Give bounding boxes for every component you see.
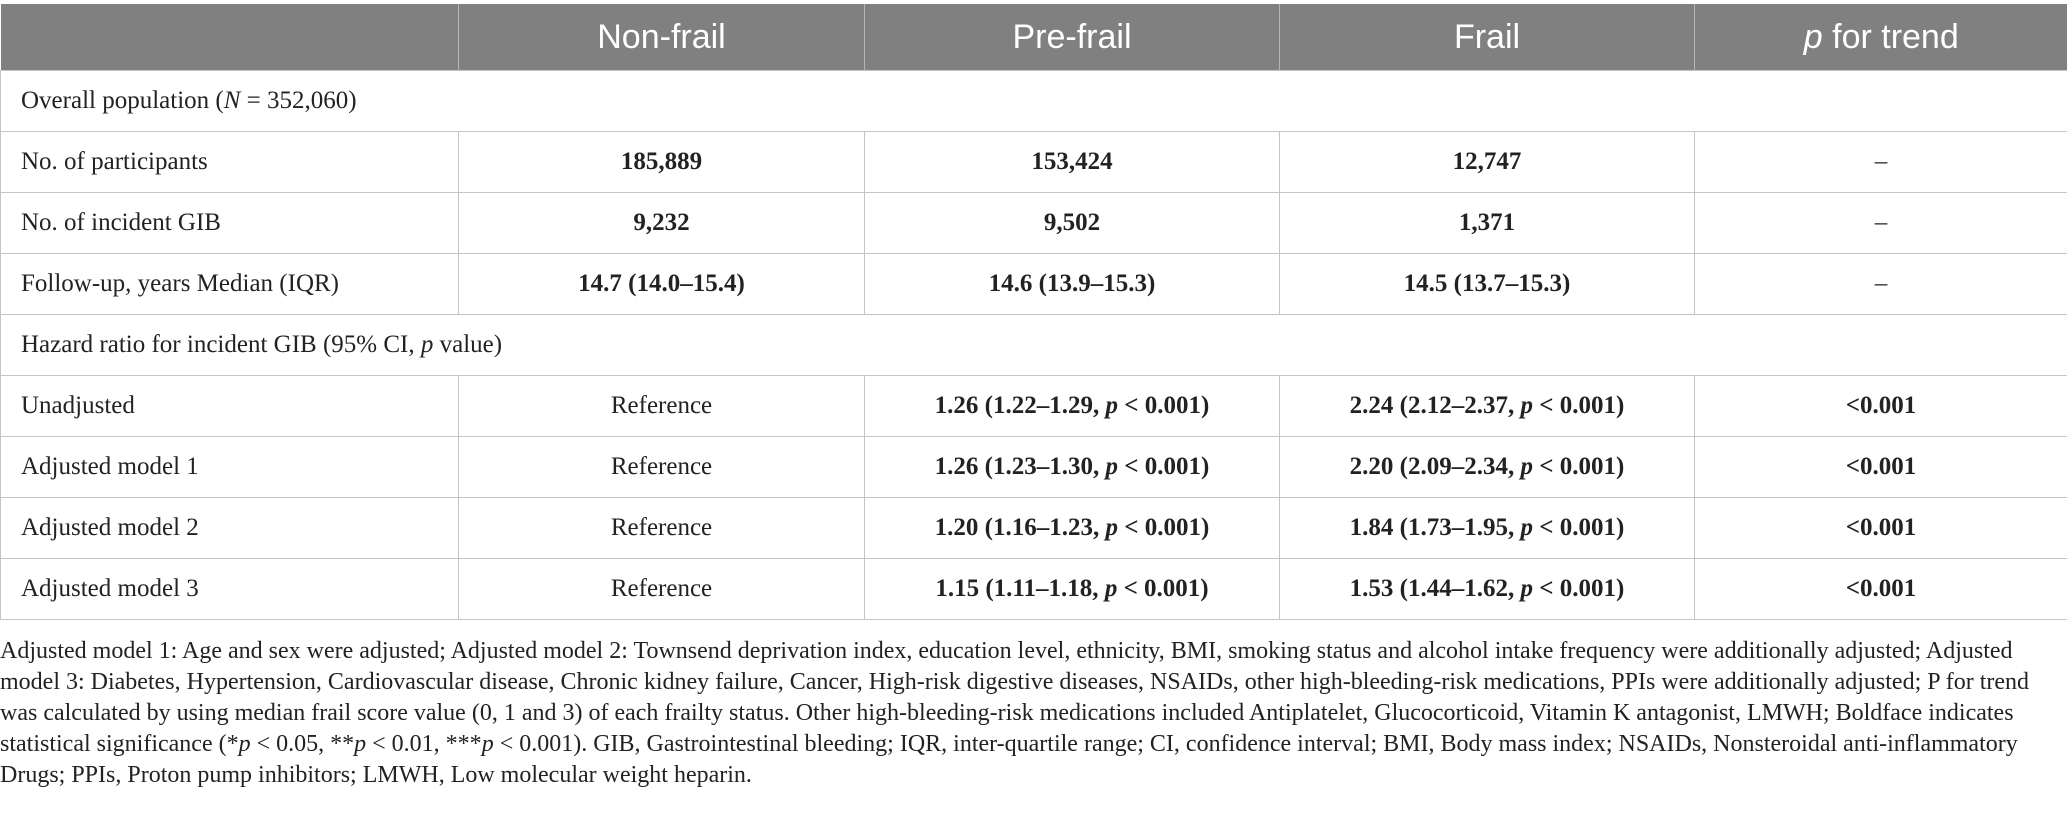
section-label-hazard: Hazard ratio for incident GIB (95% CI, p… — [0, 314, 2067, 376]
row-label: Adjusted model 1 — [0, 436, 459, 498]
cell-non-frail: Reference — [458, 436, 865, 498]
cell-frail-pval: < 0.001) — [1533, 575, 1625, 602]
section-label-overall: Overall population (N = 352,060) — [0, 70, 2067, 132]
cell-frail-p: p — [1520, 514, 1534, 541]
section-row-hazard: Hazard ratio for incident GIB (95% CI, p… — [0, 314, 2067, 376]
footnote-part4: < 0.001). GIB, Gastrointestinal bleeding… — [0, 731, 2018, 788]
cell-pre-frail: 153,424 — [864, 131, 1280, 193]
row-label: Adjusted model 2 — [0, 497, 459, 559]
footnote-part1: Adjusted model 1: Age and sex were adjus… — [0, 638, 2030, 757]
footnote-part3: < 0.01, *** — [366, 731, 482, 757]
results-table: Non-frail Pre-frail Frail p for trend Ov… — [0, 4, 2067, 620]
cell-non-frail: Reference — [458, 375, 865, 437]
header-non-frail: Non-frail — [458, 4, 865, 71]
header-p-italic: p — [1803, 17, 1823, 56]
cell-pre-frail: 1.20 (1.16–1.23, p < 0.001) — [864, 497, 1280, 559]
table-row: Unadjusted Reference 1.26 (1.22–1.29, p … — [0, 375, 2067, 437]
cell-trend: <0.001 — [1694, 558, 2067, 620]
table-header-row: Non-frail Pre-frail Frail p for trend — [0, 4, 2067, 71]
cell-frail-value: 2.20 (2.09–2.34, — [1349, 453, 1521, 480]
header-empty-cell — [0, 4, 459, 71]
cell-non-frail: Reference — [458, 558, 865, 620]
row-label: No. of incident GIB — [0, 192, 459, 254]
cell-frail: 2.20 (2.09–2.34, p < 0.001) — [1279, 436, 1695, 498]
cell-pre-frail: 1.26 (1.23–1.30, p < 0.001) — [864, 436, 1280, 498]
cell-non-frail: 185,889 — [458, 131, 865, 193]
cell-frail: 1.53 (1.44–1.62, p < 0.001) — [1279, 558, 1695, 620]
section-row-overall: Overall population (N = 352,060) — [0, 70, 2067, 132]
row-label: Unadjusted — [0, 375, 459, 437]
cell-frail: 1,371 — [1279, 192, 1695, 254]
cell-frail-p: p — [1520, 392, 1534, 419]
table-row: Adjusted model 2 Reference 1.20 (1.16–1.… — [0, 497, 2067, 559]
header-p-for-trend: p for trend — [1694, 4, 2067, 71]
section-text-italic: p — [420, 331, 434, 358]
cell-frail: 2.24 (2.12–2.37, p < 0.001) — [1279, 375, 1695, 437]
row-label: No. of participants — [0, 131, 459, 193]
cell-non-frail: 14.7 (14.0–15.4) — [458, 253, 865, 315]
cell-pre-frail: 14.6 (13.9–15.3) — [864, 253, 1280, 315]
cell-trend: <0.001 — [1694, 375, 2067, 437]
section-text-pre: Hazard ratio for incident GIB (95% CI, — [21, 331, 421, 358]
cell-non-frail: Reference — [458, 497, 865, 559]
header-frail: Frail — [1279, 4, 1695, 71]
section-text-italic: N — [223, 87, 241, 114]
cell-frail-pval: < 0.001) — [1533, 453, 1625, 480]
cell-pre-frail-pval: < 0.001) — [1118, 453, 1210, 480]
header-p-rest: for trend — [1822, 17, 1959, 56]
cell-frail-pval: < 0.001) — [1533, 392, 1625, 419]
cell-trend: – — [1694, 253, 2067, 315]
cell-pre-frail-p: p — [1105, 392, 1119, 419]
cell-frail: 1.84 (1.73–1.95, p < 0.001) — [1279, 497, 1695, 559]
table-row: Adjusted model 3 Reference 1.15 (1.11–1.… — [0, 558, 2067, 620]
cell-trend: <0.001 — [1694, 436, 2067, 498]
cell-trend: <0.001 — [1694, 497, 2067, 559]
cell-non-frail: 9,232 — [458, 192, 865, 254]
cell-pre-frail: 9,502 — [864, 192, 1280, 254]
cell-frail: 12,747 — [1279, 131, 1695, 193]
table-footnote: Adjusted model 1: Age and sex were adjus… — [0, 636, 2050, 791]
footnote-p3: p — [481, 731, 494, 757]
cell-pre-frail-pval: < 0.001) — [1118, 392, 1210, 419]
cell-frail-pval: < 0.001) — [1533, 514, 1625, 541]
table-row: Adjusted model 1 Reference 1.26 (1.23–1.… — [0, 436, 2067, 498]
cell-frail-p: p — [1520, 575, 1534, 602]
cell-pre-frail: 1.26 (1.22–1.29, p < 0.001) — [864, 375, 1280, 437]
table-row: Follow-up, years Median (IQR) 14.7 (14.0… — [0, 253, 2067, 315]
cell-pre-frail-p: p — [1104, 575, 1118, 602]
section-text-post: = 352,060) — [240, 87, 357, 114]
cell-frail: 14.5 (13.7–15.3) — [1279, 253, 1695, 315]
cell-trend: – — [1694, 192, 2067, 254]
cell-pre-frail-value: 1.15 (1.11–1.18, — [935, 575, 1105, 602]
cell-pre-frail-p: p — [1105, 514, 1119, 541]
cell-frail-value: 1.84 (1.73–1.95, — [1349, 514, 1521, 541]
cell-pre-frail-value: 1.26 (1.22–1.29, — [934, 392, 1106, 419]
cell-frail-value: 2.24 (2.12–2.37, — [1349, 392, 1521, 419]
table-row: No. of participants 185,889 153,424 12,7… — [0, 131, 2067, 193]
footnote-p2: p — [354, 731, 367, 757]
cell-pre-frail-pval: < 0.001) — [1118, 514, 1210, 541]
section-text-post: value) — [433, 331, 503, 358]
footnote-p1: p — [238, 731, 251, 757]
row-label: Follow-up, years Median (IQR) — [0, 253, 459, 315]
footnote-part2: < 0.05, ** — [250, 731, 355, 757]
row-label: Adjusted model 3 — [0, 558, 459, 620]
cell-pre-frail-value: 1.26 (1.23–1.30, — [934, 453, 1106, 480]
cell-pre-frail-pval: < 0.001) — [1117, 575, 1209, 602]
header-pre-frail: Pre-frail — [864, 4, 1280, 71]
cell-frail-value: 1.53 (1.44–1.62, — [1349, 575, 1521, 602]
table-row: No. of incident GIB 9,232 9,502 1,371 – — [0, 192, 2067, 254]
cell-pre-frail-p: p — [1105, 453, 1119, 480]
cell-frail-p: p — [1520, 453, 1534, 480]
cell-pre-frail-value: 1.20 (1.16–1.23, — [934, 514, 1106, 541]
cell-pre-frail: 1.15 (1.11–1.18, p < 0.001) — [864, 558, 1280, 620]
section-text-pre: Overall population ( — [21, 87, 224, 114]
cell-trend: – — [1694, 131, 2067, 193]
